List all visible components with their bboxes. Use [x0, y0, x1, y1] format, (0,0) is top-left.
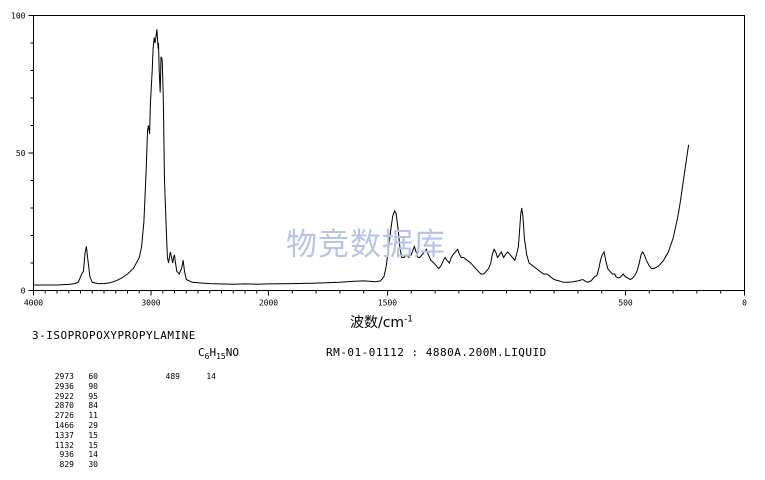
peak-row: 2973 60	[32, 372, 98, 382]
x-tick-label: 1500	[378, 299, 397, 308]
watermark-text: 物竞数据库	[286, 227, 446, 263]
peak-intensity: 11	[88, 411, 98, 421]
peak-row: 2726 11	[32, 411, 98, 421]
peak-wavenumber: 1337	[54, 430, 74, 440]
x-tick-label: 4000	[24, 299, 43, 308]
peak-row: 1337 15	[32, 431, 98, 441]
peak-row: 2870 84	[32, 401, 98, 411]
peak-intensity: 15	[88, 430, 98, 440]
peak-intensity: 60	[88, 372, 98, 381]
x-axis-label: 波数/cm-1	[350, 314, 414, 331]
peak-wavenumber: 2936	[54, 381, 74, 391]
peak-intensity: 29	[88, 420, 98, 430]
peak-intensity: 30	[88, 460, 98, 470]
peak-intensity: 84	[88, 401, 98, 411]
peak-intensity: 15	[88, 440, 98, 450]
peak-table-extra: 489 14	[140, 372, 216, 381]
peak-wavenumber: 1466	[54, 420, 74, 430]
peak-intensity: 90	[88, 381, 98, 391]
spectrum-info: RM-01-01112 : 4880A.200M.LIQUID	[326, 346, 547, 359]
peak-table: 2973 60 2936 90 2922 95 2870 84 2726 11 1466 29 1337…	[32, 372, 98, 470]
peak-row: 1466 29	[32, 421, 98, 431]
molecular-formula: C6H15NO	[198, 346, 239, 362]
peak-row: 2922 95	[32, 392, 98, 402]
peak-intensity: 14	[88, 450, 98, 460]
peak-wavenumber: 1132	[54, 440, 74, 450]
axis-ticks	[28, 15, 745, 296]
x-tick-label: 0	[742, 299, 747, 308]
peak-wavenumber: 2870	[54, 401, 74, 411]
x-tick-label: 500	[618, 299, 633, 308]
peak-wavenumber: 936	[59, 450, 74, 460]
axis-tick-labels: 4000 3000 2000 1500 500 0 0 50 100	[11, 12, 747, 308]
peak-wavenumber: 829	[59, 460, 74, 470]
peak-row: 936 14	[32, 450, 98, 460]
y-tick-label: 100	[11, 12, 26, 21]
y-tick-label: 50	[16, 149, 26, 158]
peak-wavenumber: 2973	[54, 372, 74, 381]
peak-wavenumber: 2922	[54, 391, 74, 401]
spectrum-chart: 4000 3000 2000 1500 500 0 0 50 100	[11, 12, 747, 308]
spectrum-series-line	[33, 29, 690, 286]
peak-intensity: 95	[88, 391, 98, 401]
peak-row: 2936 90	[32, 382, 98, 392]
peak-row: 1132 15	[32, 441, 98, 451]
compound-name: 3-ISOPROPOXYPROPYLAMINE	[32, 329, 196, 342]
x-tick-label: 3000	[141, 299, 160, 308]
peak-intensity: 14	[206, 372, 216, 381]
peak-wavenumber: 2726	[54, 411, 74, 421]
peak-wavenumber: 489	[165, 372, 180, 381]
x-tick-label: 2000	[259, 299, 278, 308]
peak-row: 829 30	[32, 460, 98, 470]
y-tick-label: 0	[21, 287, 26, 296]
